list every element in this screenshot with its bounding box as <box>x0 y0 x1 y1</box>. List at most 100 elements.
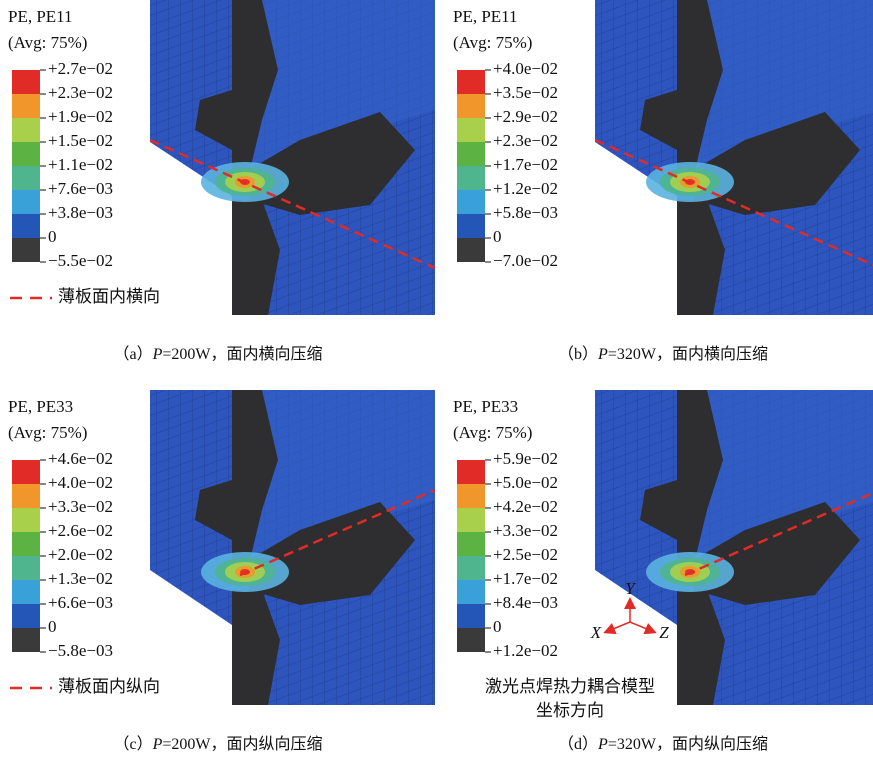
dark-zone <box>232 390 278 565</box>
dark-zone <box>677 200 725 315</box>
dark-zone <box>640 90 677 150</box>
legend-swatch <box>12 238 40 262</box>
avg-note: (Avg: 75%) <box>453 423 532 442</box>
legend-label: −5.5e−02 <box>48 251 113 270</box>
legend-label: +3.3e−02 <box>493 521 558 540</box>
dark-zone <box>677 590 725 705</box>
legend-label: +3.5e−02 <box>493 83 558 102</box>
legend-swatch <box>12 70 40 94</box>
axis-label: Y <box>625 579 636 598</box>
legend-label: +4.0e−02 <box>48 473 113 492</box>
legend-label: +1.3e−02 <box>48 569 113 588</box>
legend-swatch <box>12 556 40 580</box>
fe-image <box>595 390 873 705</box>
plate-face <box>232 0 435 170</box>
legend-label: +1.7e−02 <box>493 155 558 174</box>
note-text: 薄板面内横向 <box>58 287 160 306</box>
dark-zone <box>232 590 280 705</box>
legend-label: +6.6e−03 <box>48 593 113 612</box>
field-name: PE, PE11 <box>8 7 73 26</box>
legend-label: +5.0e−02 <box>493 473 558 492</box>
panel: PE, PE11 (Avg: 75%) +4.0e−02 +3.5e−02 +2.9e−… <box>453 0 873 363</box>
caption: （d）P=320W，面内纵向压缩 <box>558 735 768 753</box>
legend-label: 0 <box>48 617 57 636</box>
legend-swatch <box>457 556 485 580</box>
legend-label: +1.2e−02 <box>493 179 558 198</box>
panel: PE, PE11 (Avg: 75%) +2.7e−02 +2.3e−02 +1.9e−… <box>8 0 435 363</box>
dark-zone <box>677 390 723 565</box>
legend-swatch <box>12 532 40 556</box>
field-name: PE, PE33 <box>453 397 518 416</box>
legend-label: +2.6e−02 <box>48 521 113 540</box>
legend-swatch <box>12 508 40 532</box>
legend-label: +2.7e−02 <box>48 59 113 78</box>
legend-label: +5.9e−02 <box>493 449 558 468</box>
caption-var: P <box>597 736 608 753</box>
legend-swatch <box>457 94 485 118</box>
caption-label: （c） <box>113 735 152 753</box>
legend-label: +1.2e−02 <box>493 641 558 660</box>
legend-label: +1.1e−02 <box>48 155 113 174</box>
weld-line <box>150 138 435 270</box>
legend-label: +4.0e−02 <box>493 59 558 78</box>
field-name: PE, PE33 <box>8 397 73 416</box>
legend-label: +3.3e−02 <box>48 497 113 516</box>
legend-swatch <box>457 166 485 190</box>
caption: （b）P=320W，面内横向压缩 <box>558 345 768 363</box>
legend-swatch <box>12 190 40 214</box>
dark-zone <box>677 0 723 175</box>
caption-label: （a） <box>113 345 152 363</box>
legend-swatch <box>457 118 485 142</box>
dark-zone <box>232 200 280 315</box>
plate-face <box>677 0 873 170</box>
caption-text: =320W，面内横向压缩 <box>608 345 768 363</box>
avg-note: (Avg: 75%) <box>8 33 87 52</box>
weld-line <box>684 491 873 577</box>
weld-line <box>239 488 435 577</box>
legend-swatch <box>457 628 485 652</box>
legend-label: +1.9e−02 <box>48 107 113 126</box>
legend-label: +5.8e−03 <box>493 203 558 222</box>
legend-label: +1.5e−02 <box>48 131 113 150</box>
legend-swatch <box>457 238 485 262</box>
legend-label: +7.6e−03 <box>48 179 113 198</box>
legend-swatch <box>12 460 40 484</box>
legend-label: +2.3e−02 <box>493 131 558 150</box>
avg-note: (Avg: 75%) <box>8 423 87 442</box>
legend-swatch <box>12 94 40 118</box>
avg-note: (Avg: 75%) <box>453 33 532 52</box>
legend-swatch <box>12 628 40 652</box>
axis-arrow <box>629 621 657 635</box>
void <box>595 570 677 705</box>
legend-swatch <box>12 142 40 166</box>
legend-label: +4.2e−02 <box>493 497 558 516</box>
legend-label: +1.7e−02 <box>493 569 558 588</box>
legend-swatch <box>457 604 485 628</box>
dark-zone <box>232 0 278 175</box>
legend-swatch <box>457 190 485 214</box>
legend-label: +2.9e−02 <box>493 107 558 126</box>
legend-swatch <box>457 580 485 604</box>
axes-note: 激光点焊热力耦合模型 <box>485 677 655 696</box>
caption: （c）P=200W，面内纵向压缩 <box>113 735 322 753</box>
axis-label: X <box>590 623 602 642</box>
plate-face <box>232 390 435 560</box>
legend-label: +3.8e−03 <box>48 203 113 222</box>
legend-swatch <box>457 70 485 94</box>
caption-var: P <box>152 346 163 363</box>
legend-label: +4.6e−02 <box>48 449 113 468</box>
dark-zone <box>640 480 677 540</box>
legend-label: 0 <box>48 227 57 246</box>
axes-note: 坐标方向 <box>536 701 604 720</box>
legend-swatch <box>457 484 485 508</box>
legend-swatch <box>12 484 40 508</box>
fe-image <box>150 390 435 705</box>
dark-zone <box>195 90 232 150</box>
legend-swatch <box>12 118 40 142</box>
axis-arrow <box>603 621 631 635</box>
caption-text: =200W，面内横向压缩 <box>162 345 322 363</box>
legend-swatch <box>12 580 40 604</box>
fe-image <box>595 0 873 315</box>
axis-label: Z <box>659 623 669 642</box>
